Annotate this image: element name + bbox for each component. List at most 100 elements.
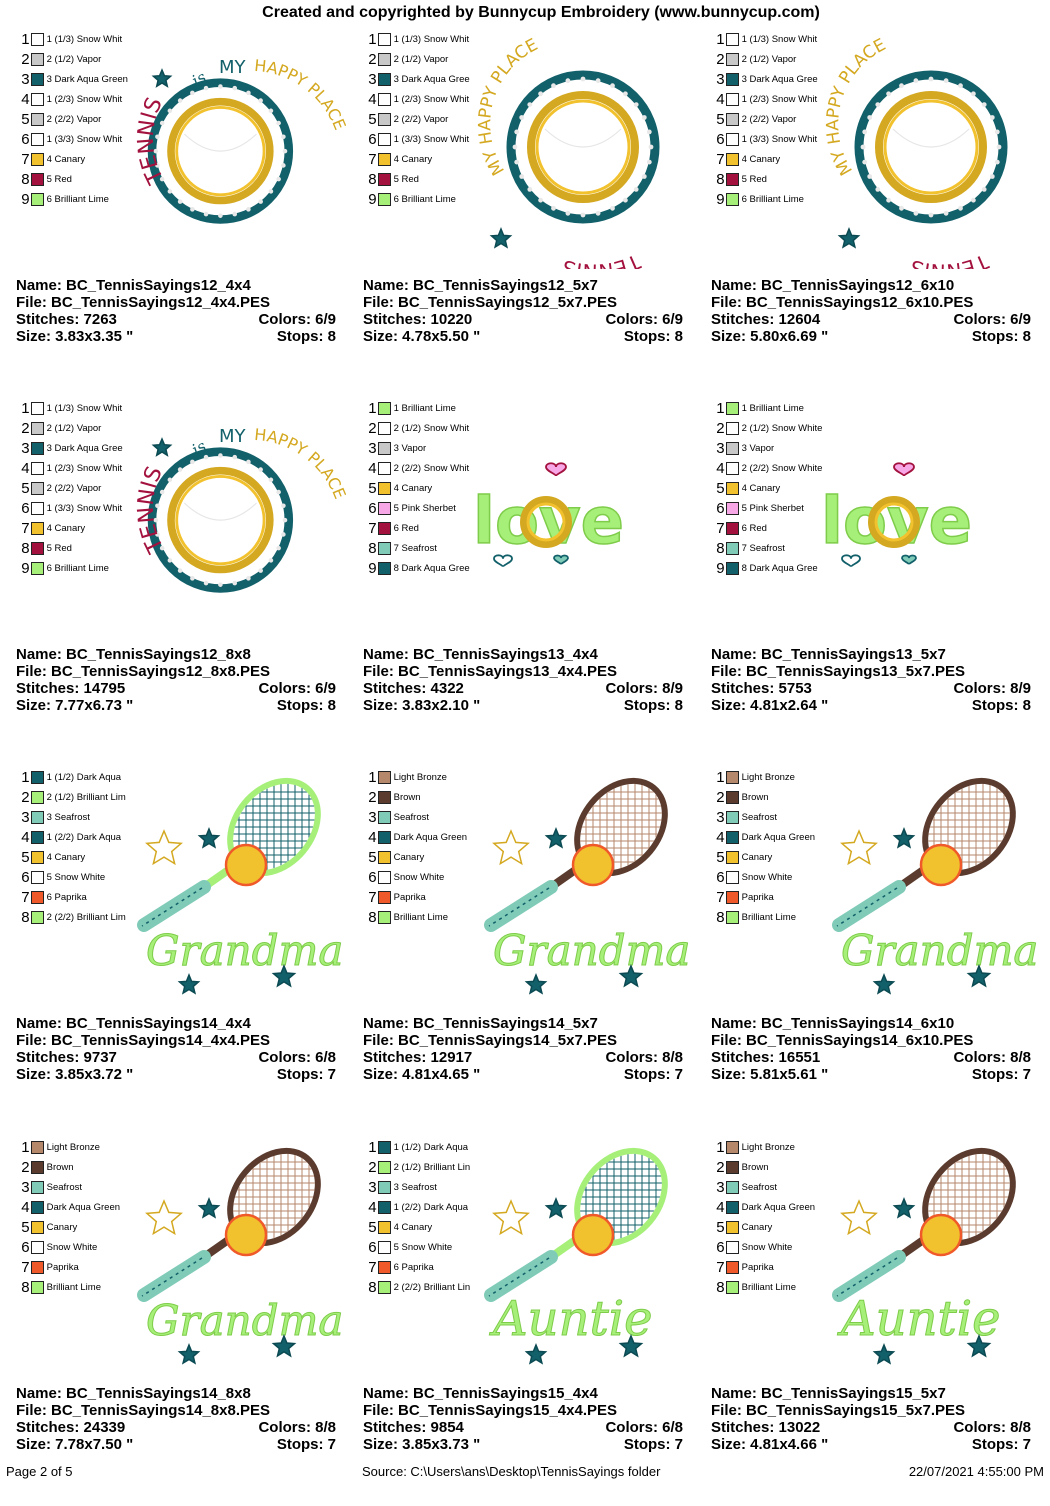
design-preview: Auntie [484, 1147, 671, 1365]
color-swatch [30, 32, 44, 46]
color-row: 4 2 (2/2) Snow White [711, 458, 831, 478]
color-row: 5 4 Canary [711, 478, 831, 498]
color-swatch [725, 501, 739, 515]
star-shape [966, 1334, 992, 1358]
color-swatch [725, 1200, 739, 1214]
design-name: Name: BC_TennisSayings14_4x4 [16, 1015, 251, 1032]
stop-count: Stops: 7 [971, 1436, 1031, 1453]
color-number: 6 [716, 130, 725, 148]
color-number: 2 [716, 788, 725, 806]
print-datetime: 22/07/2021 4:55:00 PM [908, 1464, 1044, 1479]
color-swatch [30, 850, 44, 864]
design-size: Size: 7.77x6.73 " [16, 697, 134, 714]
design-info: Name: BC_TennisSayings14_4x4 File: BC_Te… [16, 1015, 336, 1083]
color-name: 1 (3/3) Snow Whit [741, 133, 818, 145]
color-count: Colors: 6/9 [258, 680, 336, 697]
color-name: 8 Dark Aqua Gree [741, 562, 818, 574]
design-cell: 1 1 (1/3) Snow Whit 2 2 (1/2) Vapor 3 3 … [711, 29, 1041, 398]
stop-count: Stops: 8 [971, 697, 1031, 714]
design-cell: 1 1 (1/3) Snow Whit 2 2 (1/2) Vapor 3 3 … [363, 29, 693, 398]
color-number: 4 [21, 1198, 30, 1216]
color-number: 6 [716, 1238, 725, 1256]
color-swatch [377, 830, 391, 844]
design-cell: 1 1 (1/3) Snow Whit 2 2 (1/2) Vapor 3 3 … [16, 29, 350, 398]
color-name: Light Bronze [393, 771, 447, 783]
color-row: 7 Paprika [711, 887, 831, 907]
color-row: 6 1 (3/3) Snow Whit [16, 498, 136, 518]
color-number: 1 [716, 768, 725, 786]
color-swatch [30, 112, 44, 126]
color-row: 4 Dark Aqua Green [16, 1197, 136, 1217]
color-number: 1 [21, 1138, 30, 1156]
color-swatch [30, 72, 44, 86]
color-row: 7 4 Canary [16, 518, 136, 538]
color-name: Brown [46, 1161, 74, 1173]
color-row: 2 2 (1/2) Snow White [711, 418, 831, 438]
color-number: 3 [368, 808, 377, 826]
design-cell: 1 1 Brilliant Lime 2 2 (1/2) Snow Whit 3… [363, 398, 693, 767]
color-number: 8 [368, 170, 377, 188]
color-row: 1 Light Bronze [711, 767, 831, 787]
color-name: 2 (2/2) Snow White [741, 462, 823, 474]
color-number: 7 [21, 150, 30, 168]
color-row: 6 Snow White [16, 1237, 136, 1257]
color-row: 1 Light Bronze [16, 1137, 136, 1157]
color-number: 3 [716, 439, 725, 457]
color-name: Paprika [741, 891, 774, 903]
color-name: 1 (1/3) Snow Whit [393, 33, 470, 45]
color-number: 7 [21, 888, 30, 906]
color-row: 9 8 Dark Aqua Gree [363, 558, 483, 578]
star-shape [544, 1197, 568, 1219]
color-row: 2 2 (1/2) Vapor [16, 49, 136, 69]
color-number: 6 [368, 499, 377, 517]
design-preview: TENNIS is MY HAPPY PLACE [134, 425, 350, 593]
star-shape [618, 1334, 644, 1358]
art-text-love: love [473, 485, 624, 559]
color-name: 1 (1/2) Dark Aqua [46, 771, 122, 783]
color-list: 1 1 (1/3) Snow Whit 2 2 (1/2) Vapor 3 3 … [16, 398, 136, 578]
art-text-word: Grandma [146, 1296, 343, 1345]
color-row: 8 5 Red [711, 169, 831, 189]
color-number: 3 [21, 1178, 30, 1196]
design-art: Grandma [124, 1137, 346, 1377]
color-row: 5 2 (2/2) Vapor [363, 109, 483, 129]
design-art: MY HAPPY PLACE TENNIS [819, 29, 1041, 284]
design-size: Size: 3.83x3.35 " [16, 328, 134, 345]
heart-shape [893, 462, 915, 477]
color-row: 1 1 Brilliant Lime [711, 398, 831, 418]
color-list: 1 1 (1/3) Snow Whit 2 2 (1/2) Vapor 3 3 … [16, 29, 136, 209]
design-cell: 1 Light Bronze 2 Brown 3 Seafrost 4 Dark… [711, 1137, 1041, 1506]
color-name: 1 (1/3) Snow Whit [46, 33, 123, 45]
color-swatch [30, 1240, 44, 1254]
color-row: 7 Paprika [363, 887, 483, 907]
color-swatch [377, 850, 391, 864]
color-row: 4 1 (2/2) Dark Aqua [363, 1197, 483, 1217]
color-row: 5 2 (2/2) Vapor [16, 478, 136, 498]
art-text-word: Auntie [489, 1291, 653, 1347]
color-count: Colors: 6/8 [605, 1419, 683, 1436]
color-swatch [30, 192, 44, 206]
color-row: 7 Paprika [16, 1257, 136, 1277]
color-number: 8 [21, 908, 30, 926]
color-name: Canary [741, 851, 773, 863]
design-file: File: BC_TennisSayings12_4x4.PES [16, 294, 270, 311]
color-row: 2 Brown [711, 1157, 831, 1177]
color-row: 5 4 Canary [16, 847, 136, 867]
color-name: 1 (1/3) Snow Whit [46, 402, 123, 414]
color-number: 9 [368, 559, 377, 577]
star-shape [197, 827, 221, 849]
color-number: 3 [21, 808, 30, 826]
color-number: 6 [21, 499, 30, 517]
color-name: Snow White [741, 871, 793, 883]
color-swatch [725, 830, 739, 844]
star-shape [151, 68, 173, 88]
color-row: 4 1 (2/3) Snow Whit [711, 89, 831, 109]
color-name: 1 (2/3) Snow Whit [393, 93, 470, 105]
color-row: 6 5 Pink Sherbet [711, 498, 831, 518]
color-name: 3 Dark Aqua Green [46, 73, 128, 85]
color-swatch [725, 1260, 739, 1274]
color-row: 2 Brown [711, 787, 831, 807]
color-swatch [30, 52, 44, 66]
star-shape [840, 1199, 878, 1236]
color-number: 2 [21, 419, 30, 437]
